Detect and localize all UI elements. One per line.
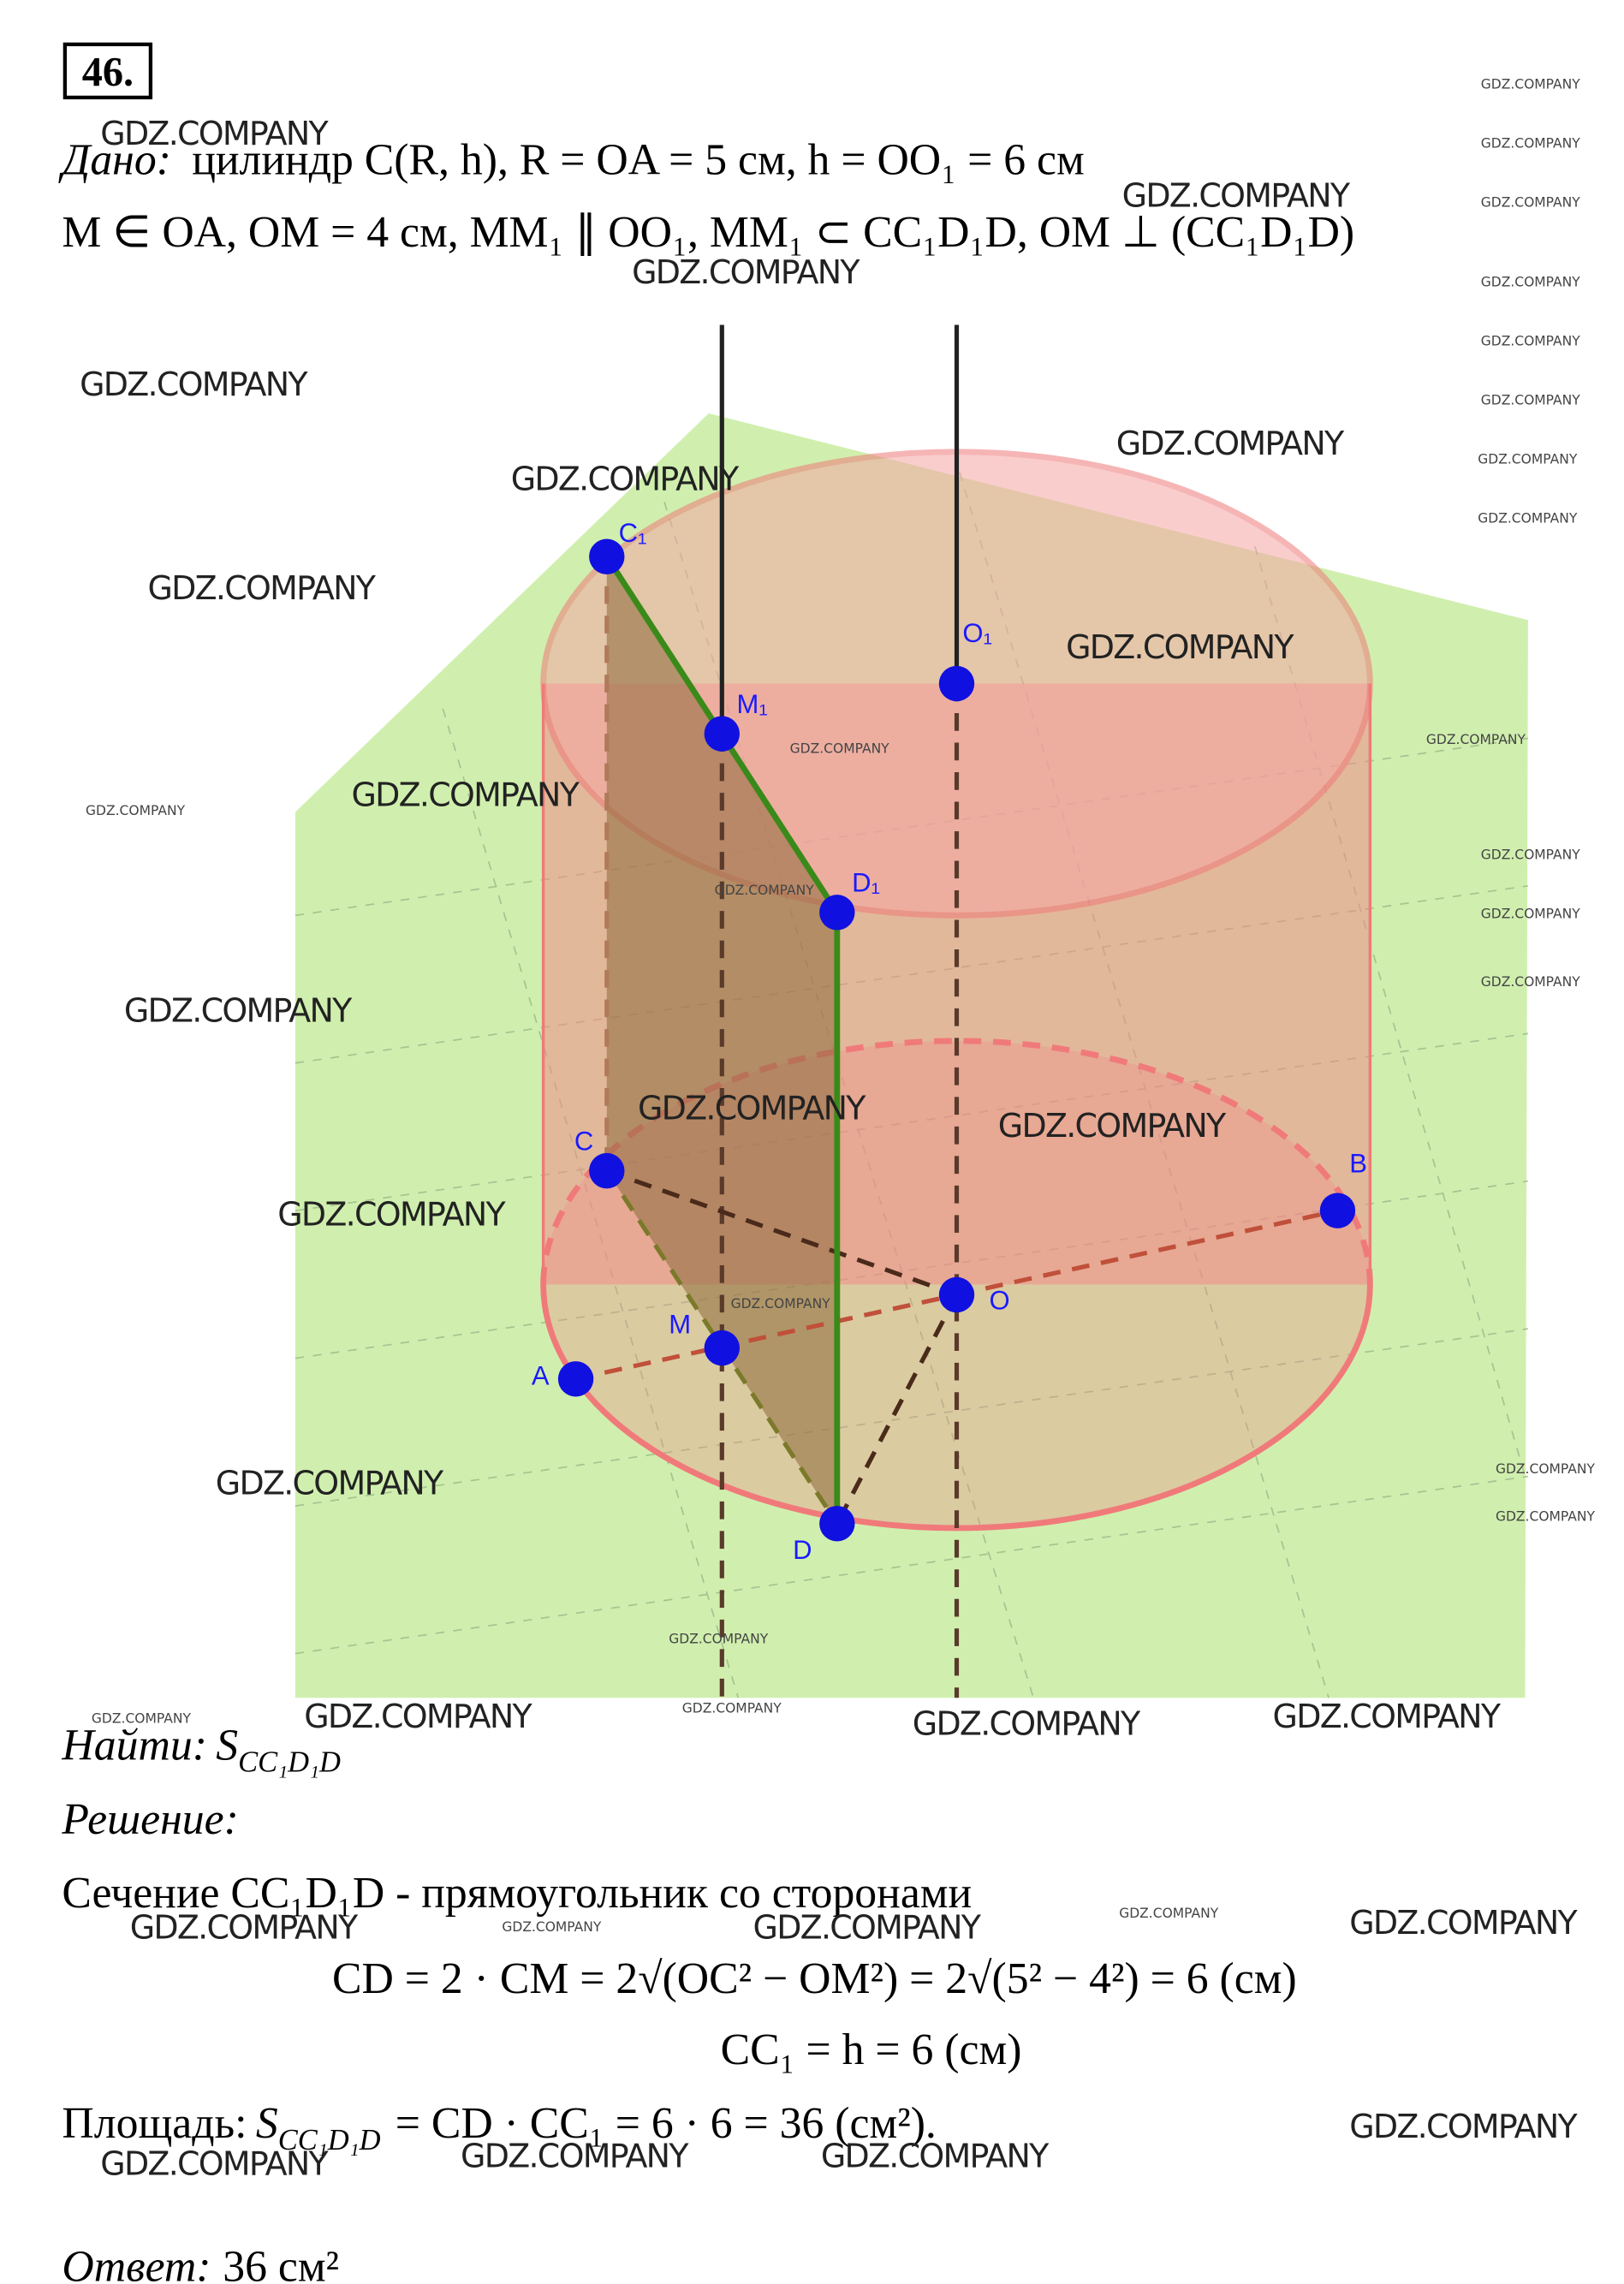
watermark: GDZ.COMPANY bbox=[682, 1701, 782, 1716]
number-box bbox=[62, 42, 153, 100]
watermark: GDZ.COMPANY bbox=[1481, 393, 1581, 408]
watermark: GDZ.COMPANY bbox=[130, 1908, 359, 1946]
answer-text: 36 см² bbox=[223, 2242, 339, 2284]
watermark: GDZ.COMPANY bbox=[147, 569, 376, 607]
watermark: GDZ.COMPANY bbox=[100, 2144, 329, 2182]
equation: CD = 2 · CM = 2√(OC² − OM²) = 2√(5² − 4²… bbox=[332, 1954, 1297, 2003]
point-label: D bbox=[793, 1535, 812, 1565]
watermark: GDZ.COMPANY bbox=[1116, 425, 1345, 462]
point bbox=[704, 1329, 740, 1366]
point-label: D₁ bbox=[852, 868, 880, 898]
points: C₁ M₁ O₁ D₁ C A M O B D bbox=[532, 518, 1367, 1565]
watermark: GDZ.COMPANY bbox=[715, 883, 815, 898]
watermark: GDZ.COMPANY bbox=[124, 991, 353, 1029]
watermark: GDZ.COMPANY bbox=[1478, 511, 1578, 526]
watermark: GDZ.COMPANY bbox=[1481, 136, 1581, 152]
point bbox=[1319, 1193, 1356, 1228]
watermark: GDZ.COMPANY bbox=[461, 2138, 689, 2175]
watermark: GDZ.COMPANY bbox=[277, 1195, 506, 1233]
watermark: GDZ.COMPANY bbox=[351, 776, 580, 814]
watermark: GDZ.COMPANY bbox=[100, 115, 329, 152]
watermark: GDZ.COMPANY bbox=[1481, 77, 1581, 92]
watermark: GDZ.COMPANY bbox=[1478, 452, 1578, 467]
point-label: O₁ bbox=[962, 618, 992, 648]
watermark: GDZ.COMPANY bbox=[913, 1704, 1141, 1742]
find-label: Найти: bbox=[61, 1722, 207, 1770]
watermark: GDZ.COMPANY bbox=[1066, 628, 1294, 666]
watermark: GDZ.COMPANY bbox=[1481, 275, 1581, 290]
watermarks: GDZ.COMPANY GDZ.COMPANY GDZ.COMPANY GDZ.COM… bbox=[80, 77, 1595, 2183]
point-label: O bbox=[989, 1286, 1009, 1316]
point-label: B bbox=[1349, 1148, 1367, 1178]
watermark: GDZ.COMPANY bbox=[753, 1908, 982, 1946]
watermark: GDZ.COMPANY bbox=[1349, 1904, 1578, 1942]
watermark: GDZ.COMPANY bbox=[1481, 907, 1581, 922]
watermark: GDZ.COMPANY bbox=[1481, 195, 1581, 211]
point-label: M bbox=[669, 1309, 691, 1339]
point bbox=[557, 1361, 594, 1397]
area-rest: = CD · CC₁ = 6 · 6 = 36 (см²). bbox=[396, 2099, 937, 2148]
watermark: GDZ.COMPANY bbox=[1481, 974, 1581, 990]
watermark: GDZ.COMPANY bbox=[92, 1711, 192, 1727]
find-subscript: CC₁D₁D bbox=[238, 1746, 341, 1779]
point bbox=[938, 1276, 975, 1313]
given-line: M ∈ OA, OM = 4 см, MM₁ ∥ OO₁, MM₁ ⊂ CC₁D… bbox=[62, 208, 1354, 257]
answer-label: Ответ: bbox=[62, 2242, 211, 2284]
watermark: GDZ.COMPANY bbox=[1496, 1508, 1596, 1524]
watermark: GDZ.COMPANY bbox=[1349, 2108, 1578, 2145]
watermark: GDZ.COMPANY bbox=[632, 253, 860, 291]
watermark: GDZ.COMPANY bbox=[1481, 848, 1581, 863]
watermark: GDZ.COMPANY bbox=[1496, 1461, 1596, 1477]
area-label: Площадь: bbox=[62, 2099, 247, 2148]
area-symbol: S bbox=[256, 2099, 278, 2148]
equation: CC₁ = h = 6 (см) bbox=[721, 2025, 1022, 2074]
solution-intro: Сечение CC₁D₁D - прямоугольник со сторон… bbox=[62, 1869, 972, 1918]
solution-label: Решение: bbox=[61, 1795, 238, 1844]
watermark: GDZ.COMPANY bbox=[1481, 334, 1581, 349]
watermark: GDZ.COMPANY bbox=[511, 461, 740, 498]
watermark: GDZ.COMPANY bbox=[790, 741, 890, 757]
watermark: GDZ.COMPANY bbox=[1119, 1906, 1219, 1921]
watermark: GDZ.COMPANY bbox=[1273, 1698, 1502, 1735]
given-label: Дано: bbox=[57, 136, 171, 185]
answer: Ответ: 36 см² bbox=[62, 2242, 339, 2284]
area-subscript: CC₁D₁D bbox=[278, 2124, 381, 2156]
problem-number: 46. bbox=[82, 50, 134, 95]
area: Площадь: SCC₁D₁D = CD · CC₁ = 6 · 6 = 36 (… bbox=[62, 2099, 936, 2156]
watermark: GDZ.COMPANY bbox=[638, 1089, 866, 1127]
point-label: A bbox=[532, 1361, 550, 1391]
find: Найти: SCC₁D₁D bbox=[61, 1722, 341, 1779]
diagram: C₁ M₁ O₁ D₁ C A M O B D bbox=[294, 324, 1529, 1698]
point-label: C₁ bbox=[619, 518, 647, 548]
watermark: GDZ.COMPANY bbox=[731, 1296, 831, 1312]
point bbox=[938, 665, 975, 702]
watermark: GDZ.COMPANY bbox=[998, 1107, 1227, 1145]
watermark: GDZ.COMPANY bbox=[304, 1698, 532, 1735]
watermark: GDZ.COMPANY bbox=[669, 1631, 769, 1646]
point-label: M₁ bbox=[737, 689, 768, 719]
given-line: цилиндр C(R, h), R = OA = 5 см, h = OO₁ … bbox=[192, 136, 1084, 185]
point bbox=[589, 538, 625, 574]
watermark: GDZ.COMPANY bbox=[216, 1464, 444, 1502]
point bbox=[819, 895, 855, 931]
watermark: GDZ.COMPANY bbox=[502, 1919, 602, 1935]
watermark: GDZ.COMPANY bbox=[821, 2138, 1050, 2175]
point bbox=[589, 1152, 625, 1189]
point-label: C bbox=[574, 1126, 593, 1156]
find-symbol: S bbox=[216, 1722, 238, 1770]
watermark: GDZ.COMPANY bbox=[1426, 732, 1526, 747]
point bbox=[704, 716, 740, 752]
watermark: GDZ.COMPANY bbox=[80, 366, 308, 403]
watermark: GDZ.COMPANY bbox=[1122, 177, 1351, 215]
point bbox=[819, 1506, 855, 1542]
hidden-lines bbox=[575, 556, 1338, 1698]
watermark: GDZ.COMPANY bbox=[86, 803, 186, 818]
